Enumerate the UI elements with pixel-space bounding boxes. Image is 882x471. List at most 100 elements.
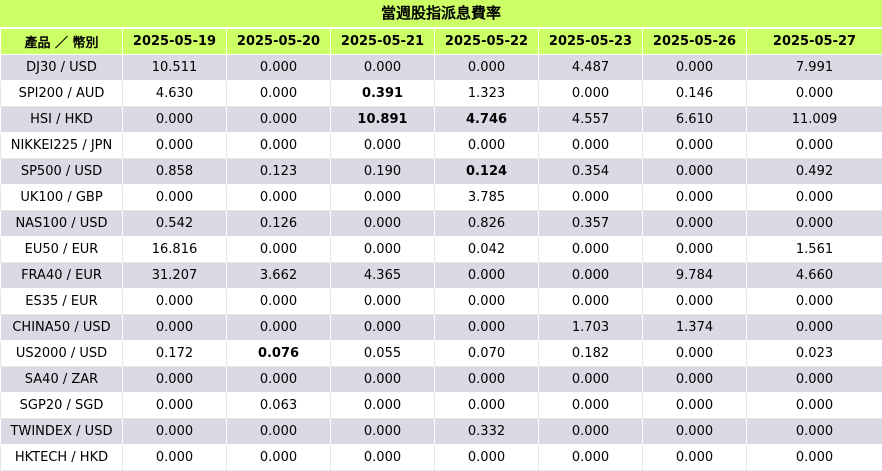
rate-cell: 0.000 (331, 237, 435, 263)
rate-cell: 0.000 (643, 393, 747, 419)
rate-cell: 0.000 (539, 133, 643, 159)
table-title: 當週股指派息費率 (0, 0, 882, 28)
rate-cell: 1.323 (435, 81, 539, 107)
rate-cell: 0.000 (331, 419, 435, 445)
header-date: 2025-05-26 (643, 29, 747, 55)
rate-cell: 0.000 (539, 445, 643, 471)
rate-cell: 0.000 (331, 315, 435, 341)
rate-cell: 0.000 (227, 367, 331, 393)
rate-cell: 7.991 (747, 55, 882, 81)
header-date: 2025-05-21 (331, 29, 435, 55)
rate-cell: 0.063 (227, 393, 331, 419)
product-cell: NAS100 / USD (1, 211, 123, 237)
rate-cell: 0.332 (435, 419, 539, 445)
rate-cell: 0.000 (435, 55, 539, 81)
rate-cell: 0.000 (435, 445, 539, 471)
rate-cell: 0.542 (123, 211, 227, 237)
rate-cell: 0.000 (643, 237, 747, 263)
rate-cell: 0.354 (539, 159, 643, 185)
rate-cell: 0.000 (643, 367, 747, 393)
header-product: 產品 ／ 幣別 (1, 29, 123, 55)
rate-cell: 0.076 (227, 341, 331, 367)
rate-cell: 4.487 (539, 55, 643, 81)
rate-cell: 0.000 (643, 419, 747, 445)
product-cell: ES35 / EUR (1, 289, 123, 315)
rate-cell: 16.816 (123, 237, 227, 263)
rate-cell: 0.000 (747, 367, 882, 393)
rate-cell: 0.000 (435, 133, 539, 159)
rate-cell: 0.000 (123, 367, 227, 393)
rate-cell: 31.207 (123, 263, 227, 289)
rate-cell: 0.000 (331, 367, 435, 393)
rate-cell: 0.391 (331, 81, 435, 107)
rate-cell: 11.009 (747, 107, 882, 133)
rate-cell: 0.000 (643, 445, 747, 471)
rate-cell: 0.000 (747, 419, 882, 445)
product-cell: HSI / HKD (1, 107, 123, 133)
header-row: 產品 ／ 幣別 2025-05-19 2025-05-20 2025-05-21… (1, 29, 882, 55)
rate-cell: 0.000 (123, 445, 227, 471)
rate-cell: 0.000 (123, 419, 227, 445)
product-cell: EU50 / EUR (1, 237, 123, 263)
rate-cell: 0.000 (331, 185, 435, 211)
rate-cell: 0.000 (227, 107, 331, 133)
product-cell: HKTECH / HKD (1, 445, 123, 471)
rate-cell: 10.511 (123, 55, 227, 81)
rate-cell: 0.000 (747, 211, 882, 237)
rate-cell: 0.000 (539, 289, 643, 315)
rate-cell: 0.000 (227, 315, 331, 341)
rate-cell: 0.000 (331, 289, 435, 315)
rate-cell: 0.000 (227, 289, 331, 315)
header-date: 2025-05-22 (435, 29, 539, 55)
rate-cell: 1.374 (643, 315, 747, 341)
product-cell: SPI200 / AUD (1, 81, 123, 107)
rate-cell: 10.891 (331, 107, 435, 133)
rate-cell: 1.561 (747, 237, 882, 263)
rate-cell: 4.365 (331, 263, 435, 289)
rate-cell: 0.000 (123, 185, 227, 211)
rate-cell: 0.000 (643, 341, 747, 367)
rate-cell: 0.123 (227, 159, 331, 185)
rate-cell: 0.000 (435, 289, 539, 315)
rate-cell: 0.000 (331, 211, 435, 237)
rate-cell: 0.000 (227, 419, 331, 445)
rate-cell: 0.000 (227, 133, 331, 159)
rate-cell: 0.000 (331, 55, 435, 81)
header-date: 2025-05-27 (747, 29, 882, 55)
rate-cell: 4.660 (747, 263, 882, 289)
rate-cell: 0.000 (227, 185, 331, 211)
rate-cell: 0.000 (331, 133, 435, 159)
header-date: 2025-05-23 (539, 29, 643, 55)
rate-cell: 0.000 (539, 367, 643, 393)
rate-cell: 0.000 (539, 393, 643, 419)
product-cell: SP500 / USD (1, 159, 123, 185)
rate-cell: 0.000 (747, 133, 882, 159)
rate-cell: 9.784 (643, 263, 747, 289)
rate-cell: 0.000 (643, 185, 747, 211)
rate-cell: 0.000 (539, 263, 643, 289)
product-cell: SA40 / ZAR (1, 367, 123, 393)
rate-cell: 4.746 (435, 107, 539, 133)
header-date: 2025-05-19 (123, 29, 227, 55)
rate-cell: 0.000 (747, 393, 882, 419)
rate-cell: 0.000 (123, 107, 227, 133)
rate-cell: 0.042 (435, 237, 539, 263)
rate-cell: 0.190 (331, 159, 435, 185)
rate-cell: 0.000 (747, 445, 882, 471)
rate-cell: 0.023 (747, 341, 882, 367)
rate-cell: 0.000 (123, 393, 227, 419)
rate-cell: 0.000 (331, 393, 435, 419)
rate-cell: 0.826 (435, 211, 539, 237)
